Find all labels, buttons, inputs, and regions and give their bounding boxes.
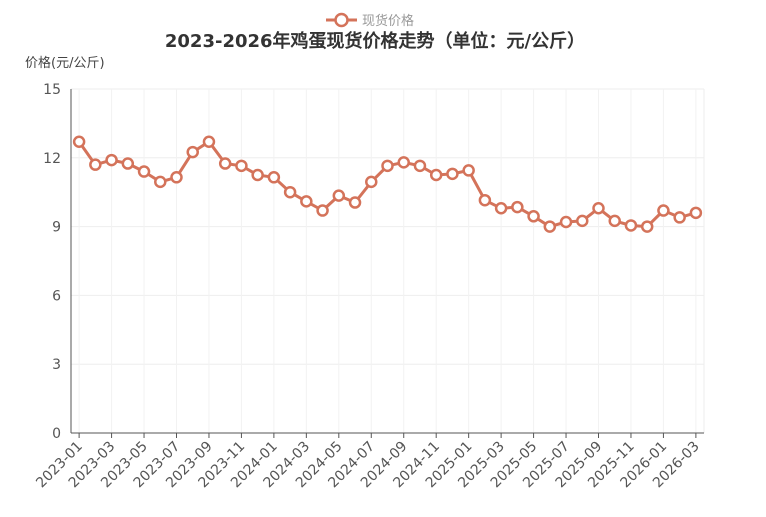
data-point bbox=[137, 165, 151, 178]
data-point bbox=[381, 159, 394, 173]
legend-label: 现货价格 bbox=[362, 13, 414, 29]
data-point bbox=[251, 168, 264, 182]
data-point bbox=[462, 164, 475, 177]
chart-title: 2023-2026年鸡蛋现货价格走势（单位：元/公斤） bbox=[165, 30, 585, 52]
data-point bbox=[218, 157, 232, 170]
data-point bbox=[689, 206, 703, 220]
data-point bbox=[673, 211, 686, 224]
y-tick-label: 3 bbox=[52, 357, 61, 373]
data-point bbox=[105, 153, 118, 167]
legend[interactable]: 现货价格 bbox=[326, 12, 414, 29]
data-point bbox=[300, 195, 313, 208]
data-point bbox=[365, 175, 378, 189]
y-tick-label: 12 bbox=[43, 151, 61, 167]
data-point bbox=[170, 171, 183, 184]
y-tick-label: 15 bbox=[43, 82, 61, 98]
y-tick-labels: 0 3 6 9 12 15 bbox=[43, 82, 61, 442]
data-point bbox=[348, 196, 362, 209]
axes bbox=[70, 89, 704, 434]
data-point bbox=[413, 159, 427, 173]
data-point bbox=[186, 145, 199, 159]
data-point bbox=[446, 167, 459, 181]
series-line bbox=[77, 140, 697, 229]
data-point bbox=[592, 202, 605, 215]
data-point bbox=[608, 214, 621, 228]
y-tick-label: 0 bbox=[52, 426, 61, 442]
y-tick-label: 9 bbox=[52, 220, 61, 236]
data-point bbox=[657, 204, 670, 217]
legend-circle-marker bbox=[334, 12, 349, 28]
data-point bbox=[121, 157, 135, 170]
data-point bbox=[316, 204, 329, 217]
x-tick-labels: 2023-012023-032023-052023-072023-092023-… bbox=[33, 433, 703, 491]
y-axis-label: 价格(元/公斤) bbox=[25, 55, 105, 71]
data-point bbox=[235, 159, 248, 173]
data-point bbox=[511, 200, 524, 214]
series-layer bbox=[72, 135, 703, 233]
data-point bbox=[527, 210, 540, 223]
y-tick-label: 6 bbox=[52, 288, 61, 304]
data-point bbox=[267, 171, 281, 184]
data-point bbox=[624, 219, 638, 232]
data-point bbox=[202, 135, 216, 148]
data-point bbox=[478, 193, 492, 207]
data-point bbox=[543, 220, 557, 233]
data-point bbox=[559, 215, 573, 229]
data-point bbox=[429, 168, 443, 182]
data-point bbox=[332, 189, 346, 202]
data-point bbox=[154, 175, 167, 189]
data-point bbox=[494, 202, 508, 215]
data-point bbox=[72, 135, 86, 148]
data-point bbox=[576, 214, 589, 228]
data-point bbox=[89, 158, 102, 171]
data-point bbox=[640, 220, 654, 233]
data-point bbox=[283, 185, 297, 199]
data-point bbox=[397, 156, 410, 169]
grid-lines bbox=[71, 88, 705, 434]
